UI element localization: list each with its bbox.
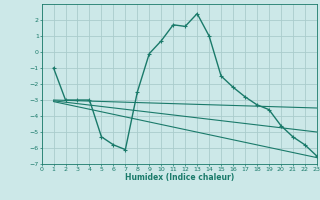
X-axis label: Humidex (Indice chaleur): Humidex (Indice chaleur) — [124, 173, 234, 182]
